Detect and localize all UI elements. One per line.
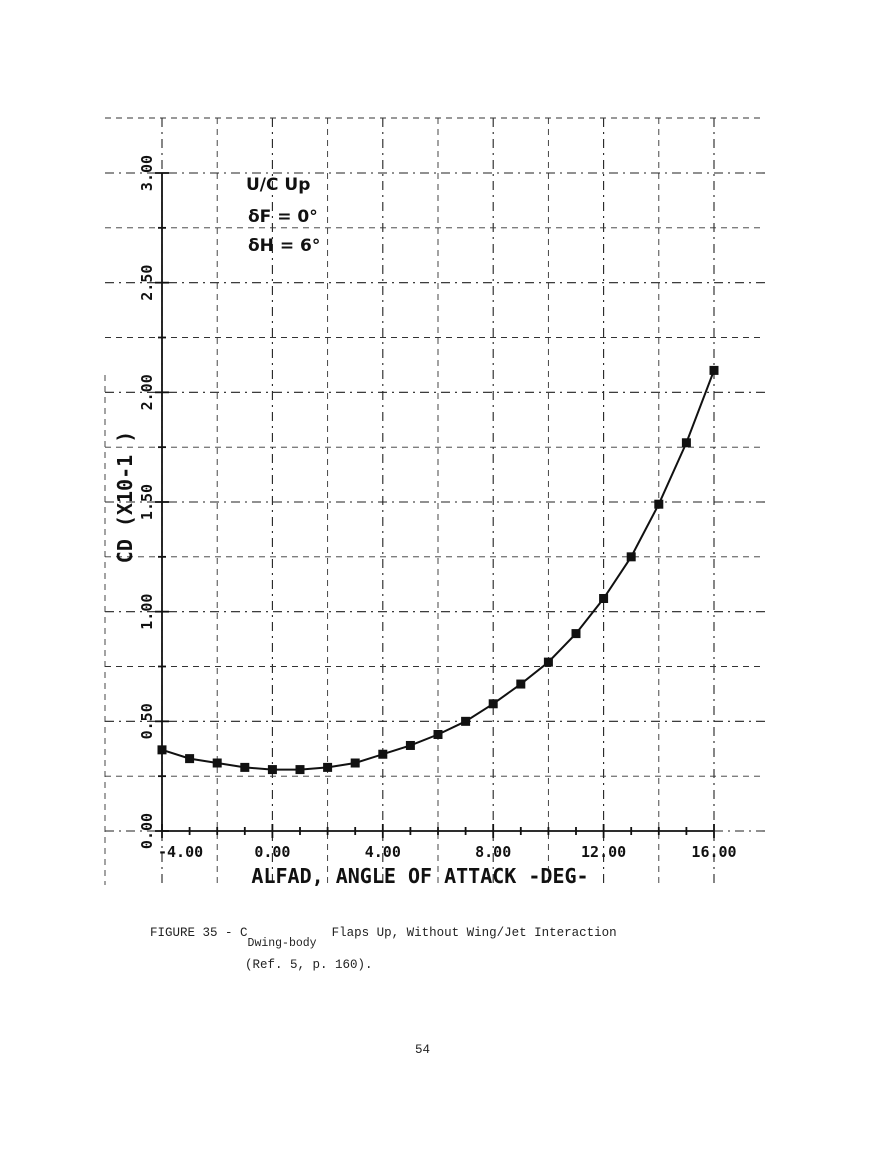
data-point	[350, 758, 360, 768]
data-point	[516, 679, 526, 689]
data-point	[488, 699, 498, 709]
caption-sub-rest: wing-body	[254, 937, 317, 950]
caption-subscript: Dwing-body	[248, 937, 317, 950]
data-point	[295, 765, 305, 775]
data-point	[626, 552, 636, 562]
data-point	[599, 594, 609, 604]
x-tick-label: 16.00	[691, 843, 736, 861]
page-number: 54	[415, 1043, 431, 1057]
y-tick-label: 0.00	[138, 813, 156, 849]
data-point	[157, 745, 167, 755]
y-tick-label: 2.50	[138, 265, 156, 301]
data-point	[212, 758, 222, 768]
figure-reference: (Ref. 5, p. 160).	[245, 958, 373, 972]
data-point	[461, 716, 471, 726]
axes	[155, 172, 715, 838]
figure-caption: FIGURE 35 - CDwing-body Flaps Up, Withou…	[150, 926, 617, 950]
data-point	[378, 749, 388, 759]
data-point	[654, 499, 664, 509]
y-tick-label: 1.50	[138, 484, 156, 520]
x-tick-label: 12.00	[581, 843, 626, 861]
annotation-delta-f: δF = 0°	[248, 207, 318, 227]
y-axis-label: CD (X10-1 )	[113, 431, 137, 563]
cd-vs-alpha-chart: -4.00 0.00 4.00 8.00 12.00 16.000.000.501.001…	[104, 117, 765, 888]
annotation-box: U/C Up δF = 0° δH = 6°	[246, 175, 320, 256]
caption-sub-d: D	[247, 937, 255, 950]
caption-text: Flaps Up, Without Wing/Jet Interaction	[331, 926, 617, 940]
annotation-delta-h: δH = 6°	[248, 236, 320, 256]
series-layer	[157, 365, 719, 775]
data-point	[267, 765, 277, 775]
x-axis-label: ALFAD, ANGLE OF ATTACK -DEG-	[251, 864, 588, 888]
tick-labels: -4.00 0.00 4.00 8.00 12.00 16.000.000.501.001…	[138, 155, 737, 861]
annotation-uc-up: U/C Up	[246, 175, 310, 195]
data-point	[543, 657, 553, 667]
data-point	[405, 740, 415, 750]
caption-prefix: FIGURE 35 - C	[150, 926, 248, 940]
data-point	[323, 762, 333, 772]
data-point	[709, 365, 719, 375]
data-point	[185, 754, 195, 764]
x-tick-label: -4.00	[158, 843, 203, 861]
grid	[104, 117, 765, 885]
x-tick-label: 8.00	[475, 843, 511, 861]
data-point	[571, 629, 581, 639]
x-tick-label: 4.00	[365, 843, 401, 861]
y-tick-label: 2.00	[138, 374, 156, 410]
y-tick-label: 1.00	[138, 594, 156, 630]
y-tick-label: 3.00	[138, 155, 156, 191]
data-point	[433, 729, 443, 739]
data-point	[240, 762, 250, 772]
y-tick-label: 0.50	[138, 703, 156, 739]
x-tick-label: 0.00	[254, 843, 290, 861]
data-point	[681, 438, 691, 448]
